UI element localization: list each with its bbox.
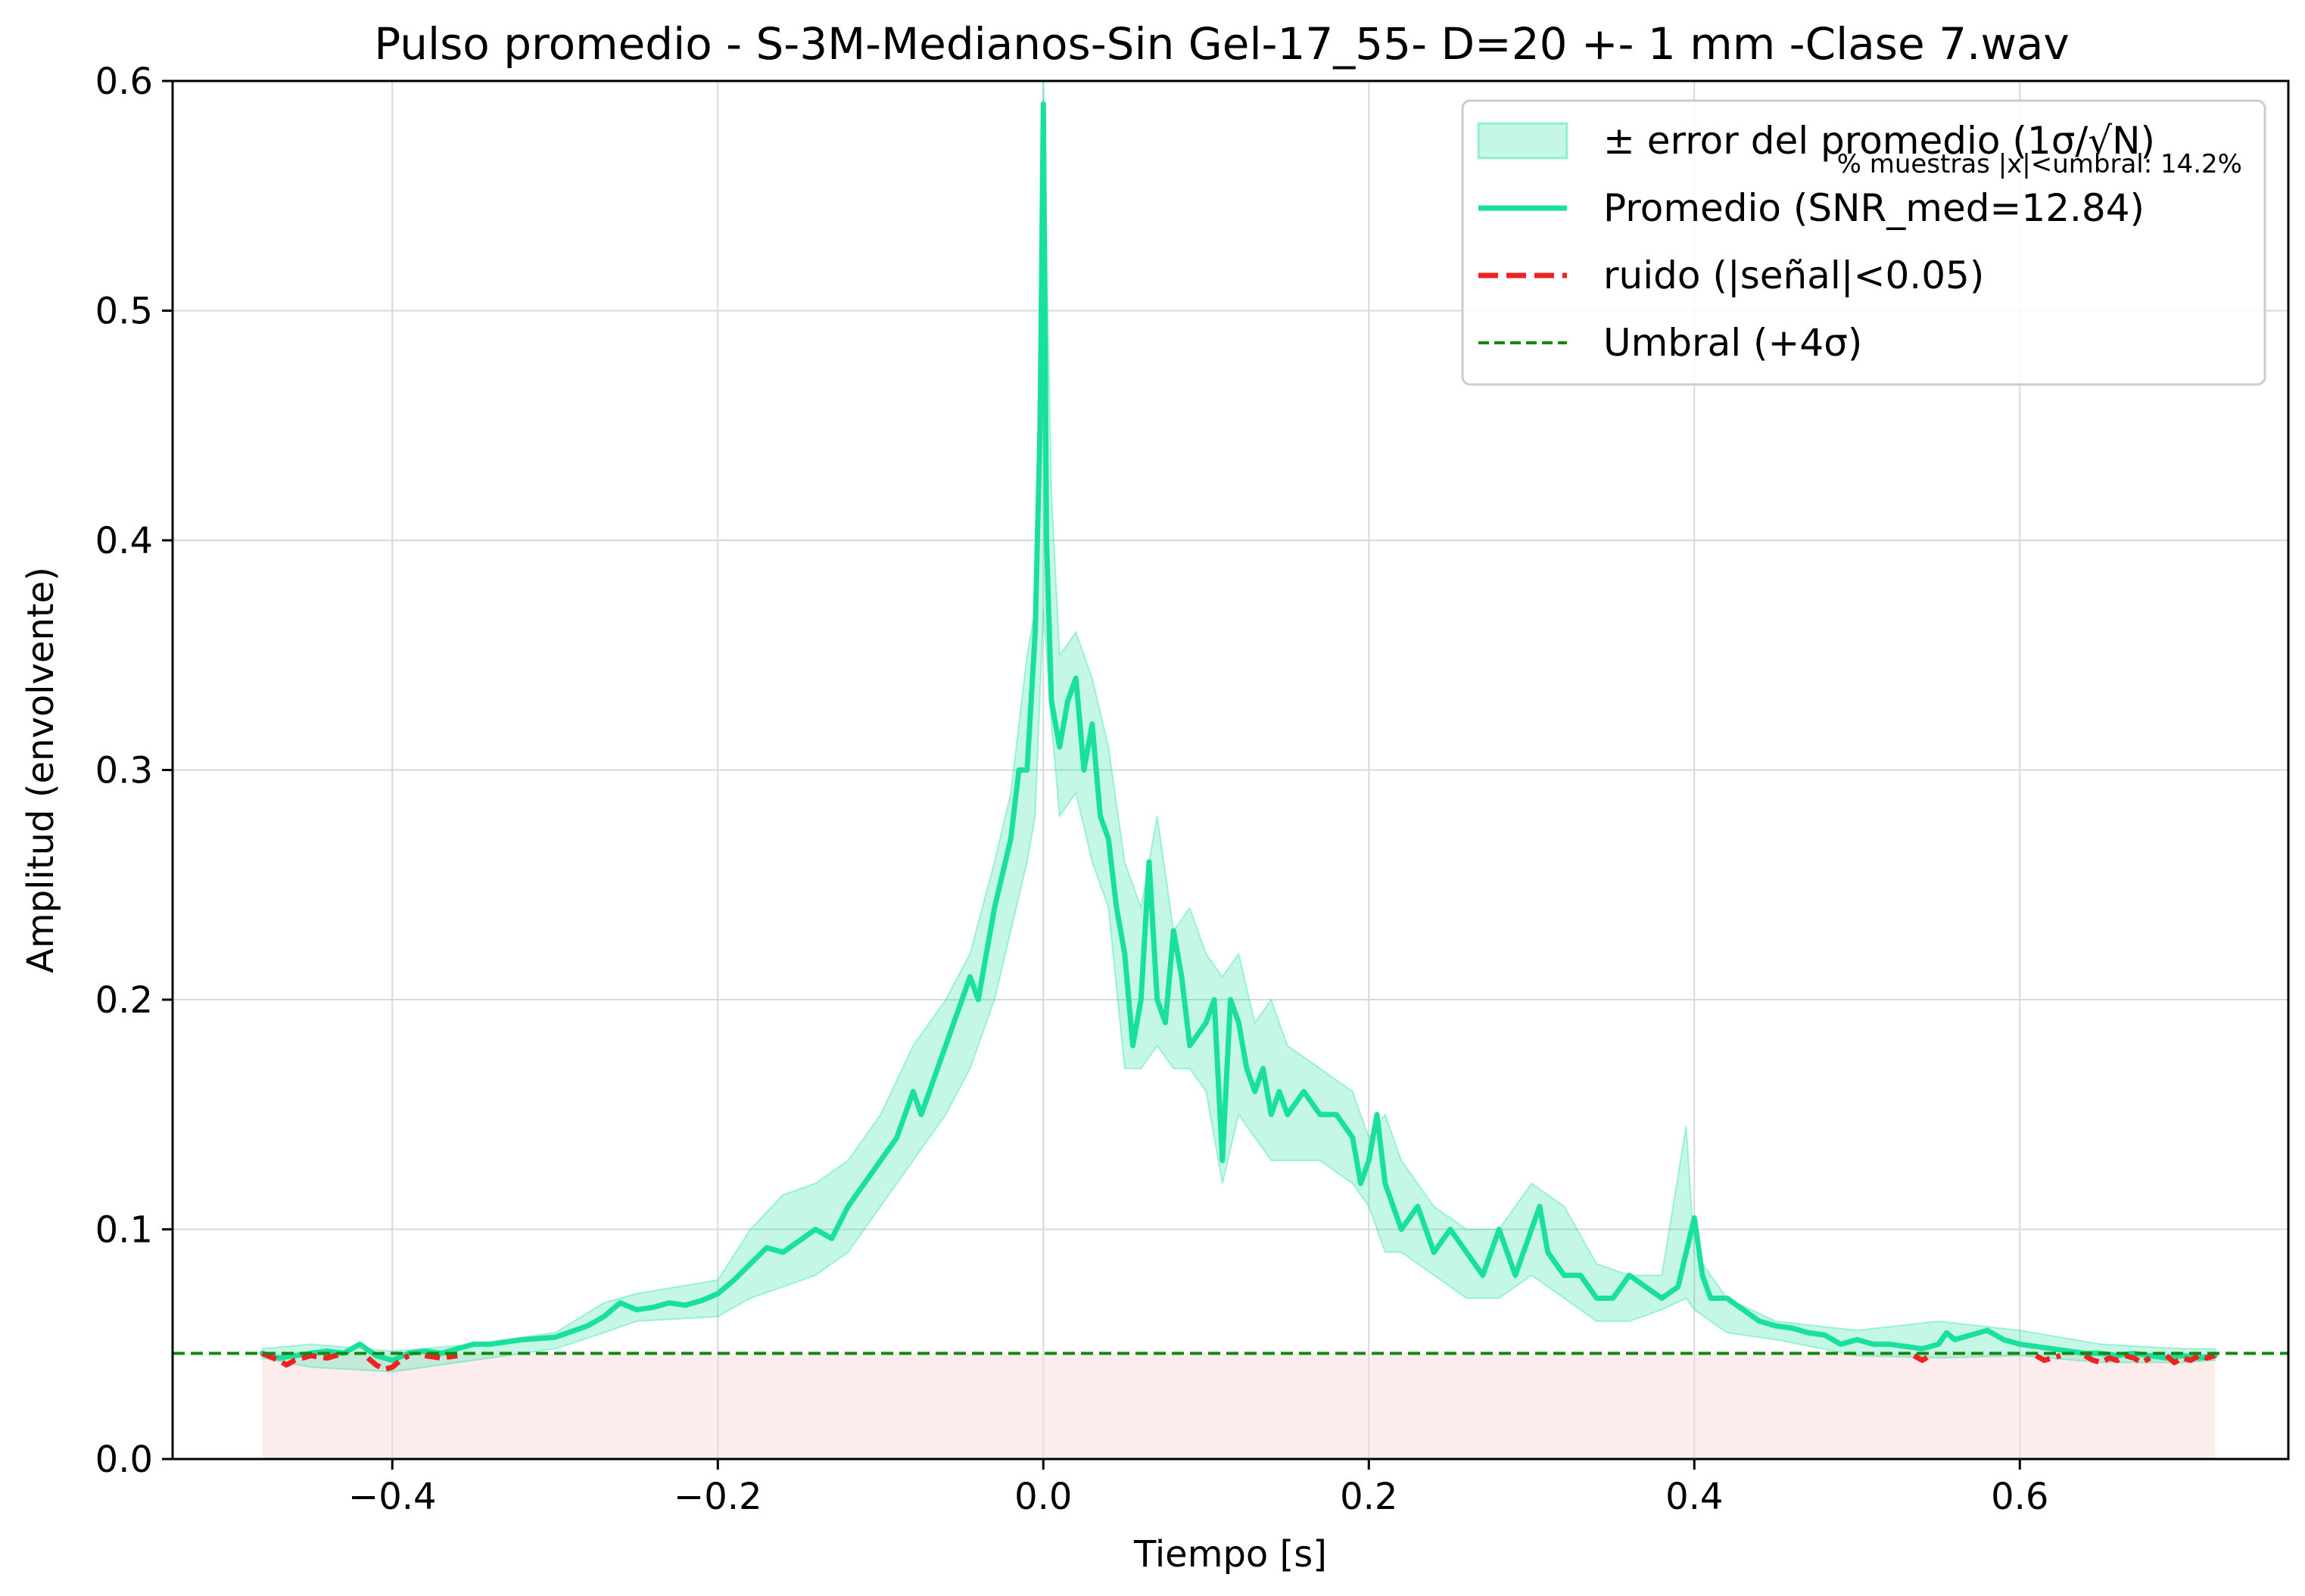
legend: % muestras |x|<umbral: 14.2% ± error del… bbox=[1461, 99, 2266, 386]
noise-segment bbox=[366, 1353, 410, 1373]
mean-line bbox=[259, 101, 2218, 1363]
y-tick-label: 0.4 bbox=[95, 520, 153, 562]
legend-item-threshold: Umbral (+4σ) bbox=[1478, 321, 1862, 365]
noise-series bbox=[260, 1351, 2216, 1373]
x-tick-label: 0.4 bbox=[1665, 1476, 1723, 1518]
chart-title: Pulso promedio - S-3M-Medianos-Sin Gel-1… bbox=[374, 18, 2070, 70]
x-axis-ticks: −0.4 −0.2 0.0 0.2 0.4 0.6 bbox=[348, 1459, 2048, 1518]
noise-segment bbox=[424, 1352, 458, 1361]
noise-segment bbox=[260, 1351, 344, 1368]
legend-frame bbox=[1461, 99, 2266, 386]
y-tick-label: 0.0 bbox=[95, 1439, 153, 1481]
y-tick-label: 0.2 bbox=[95, 979, 153, 1022]
x-tick-label: 0.0 bbox=[1014, 1476, 1072, 1518]
noise-region-rect bbox=[262, 1353, 2216, 1459]
y-tick-label: 0.1 bbox=[95, 1209, 153, 1252]
legend-item-band: ± error del promedio (1σ/√N) bbox=[1477, 119, 2155, 163]
y-axis-ticks: 0.0 0.1 0.2 0.3 0.4 0.5 0.6 bbox=[95, 61, 173, 1481]
y-tick-label: 0.5 bbox=[95, 291, 153, 333]
x-tick-label: 0.2 bbox=[1340, 1476, 1397, 1518]
legend-item-noise: ruido (|señal|<0.05) bbox=[1478, 254, 1984, 297]
y-axis-label: Amplitud (envolvente) bbox=[20, 567, 62, 973]
legend-label-threshold: Umbral (+4σ) bbox=[1603, 321, 1862, 365]
sample-percentage-annotation: % muestras |x|<umbral: 14.2% bbox=[1837, 149, 2242, 179]
x-tick-label: −0.2 bbox=[674, 1476, 762, 1518]
noise-segment bbox=[2083, 1352, 2151, 1365]
legend-item-mean: Promedio (SNR_med=12.84) bbox=[1478, 186, 2145, 230]
noise-segment bbox=[2164, 1352, 2216, 1365]
mean-series bbox=[259, 101, 2218, 1363]
noise-region bbox=[262, 1353, 2216, 1459]
x-tick-label: −0.4 bbox=[348, 1476, 437, 1518]
x-tick-label: 0.6 bbox=[1991, 1476, 2048, 1518]
y-tick-label: 0.3 bbox=[95, 750, 153, 792]
legend-label-noise: ruido (|señal|<0.05) bbox=[1603, 254, 1984, 297]
legend-label-mean: Promedio (SNR_med=12.84) bbox=[1603, 186, 2145, 230]
noise-segment bbox=[2035, 1353, 2061, 1363]
noise-segment bbox=[1912, 1353, 1932, 1363]
y-tick-label: 0.6 bbox=[95, 61, 153, 103]
legend-swatch-band bbox=[1477, 122, 1568, 160]
plot-area bbox=[173, 80, 2288, 1460]
x-axis-label: Tiempo [s] bbox=[1133, 1533, 1327, 1576]
legend-label-band: ± error del promedio (1σ/√N) bbox=[1603, 119, 2155, 163]
